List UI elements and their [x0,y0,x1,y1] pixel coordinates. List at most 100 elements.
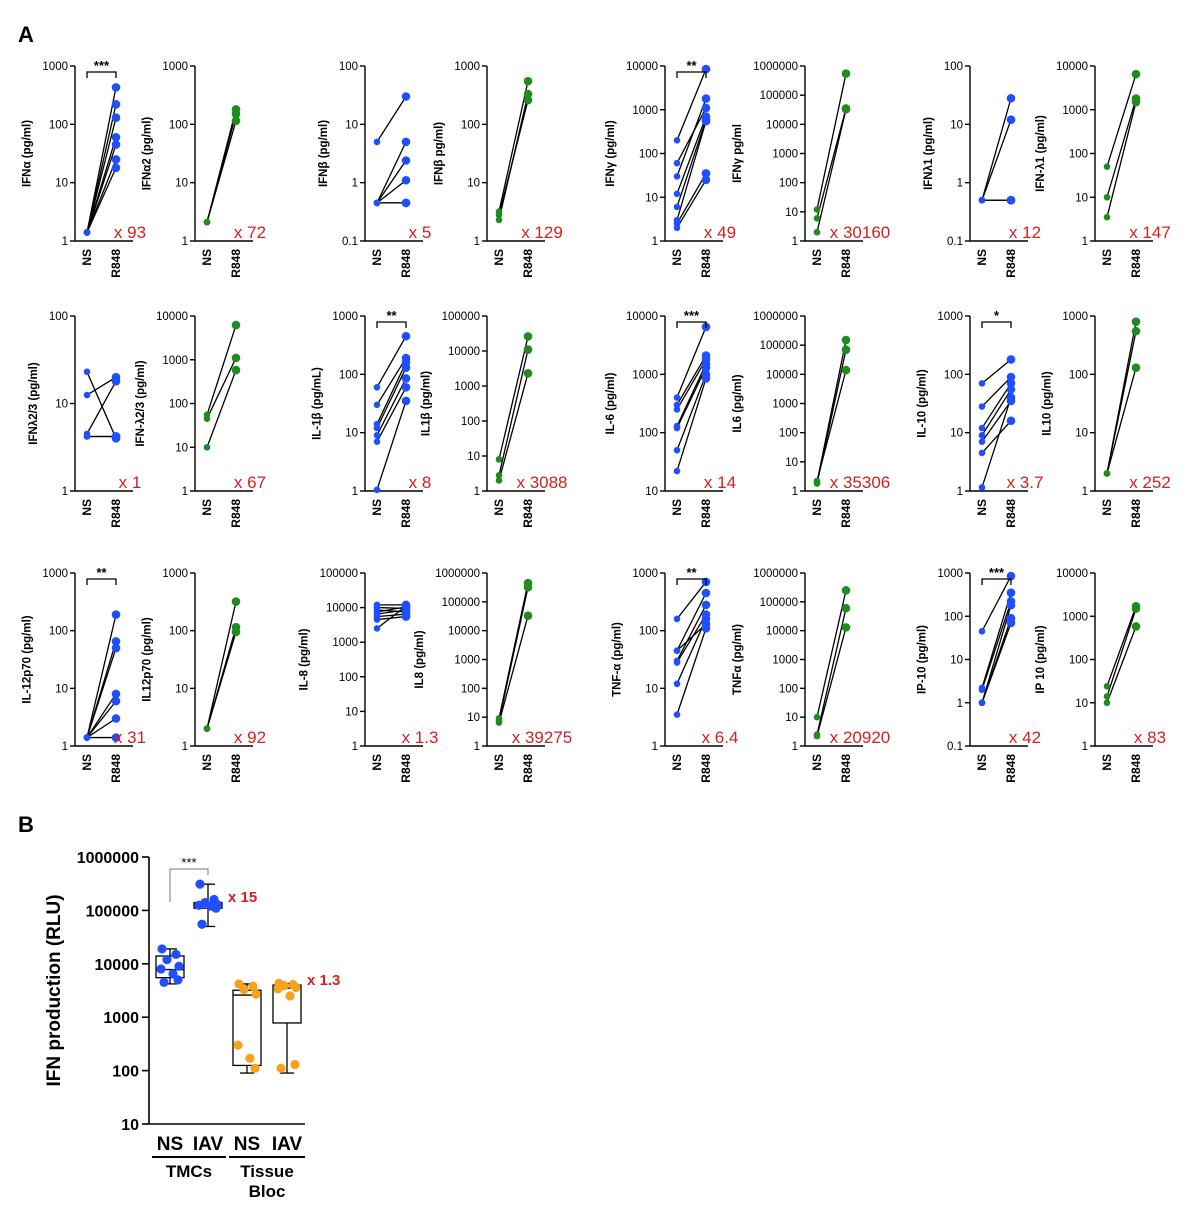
r848-point [401,156,411,165]
y-tick-label: 10000 [1056,568,1088,580]
y-tick-label: 10 [55,178,68,190]
ns-point [813,215,821,222]
small-multiple-chart-8: 1 10 100 1000 10000 IFN-λ1 (pg/ml) NS R848 x 147 [1035,61,1171,278]
r848-point [111,155,121,164]
significance-bracket [676,578,707,585]
x-category-label: R848 [1129,499,1143,528]
ns-point [373,625,381,632]
ns-point [495,211,503,219]
pair-line [86,717,117,739]
small-multiple-chart-15: 1 10 100 1000 IL-10 (pg/ml) NS R848 x 3.7 * [917,308,1044,528]
y-tick-label: 1000000 [753,568,798,580]
pair-line [981,119,1012,201]
data-point [162,954,172,965]
significance-label: *** [94,58,110,73]
pair-line [981,605,1012,703]
r848-point [111,432,121,441]
pair-line [498,336,529,460]
y-axis-label: IL6 (pg/ml) [732,374,744,432]
pair-line [1106,606,1137,687]
r848-point [111,113,121,122]
r848-point [1006,571,1016,581]
ns-point [673,159,681,167]
x-category-label: R848 [521,499,535,528]
ns-point [1103,693,1111,700]
y-axis-label: IL-6 (pg/ml) [605,372,617,434]
y-tick-label: 1 [652,741,658,753]
y-tick-label: 100 [1069,655,1088,667]
y-axis-label: TNFα (pg/ml) [732,624,744,695]
y-axis-label: IFNβ pg/ml) [434,122,446,185]
y-tick-label: 0.1 [947,741,963,753]
ns-point [373,401,381,409]
r848-point [1131,604,1141,613]
y-tick-label: 10 [785,207,798,219]
ns-point [673,467,681,475]
y-tick-label: 100000 [760,597,798,609]
pair-line [981,420,1012,454]
r848-point [1131,97,1141,107]
y-tick-label: 100 [944,61,963,73]
ns-point [673,203,681,211]
pair-line [376,179,407,204]
y-tick-label: 10 [345,119,358,131]
ns-point [83,391,91,399]
y-axis-label: IFNλ2/3 (pg/ml) [28,362,40,445]
r848-point [841,365,851,375]
y-tick-label: 10 [950,119,963,131]
y-tick-label: 1000 [1062,611,1088,623]
pair-line [376,335,407,388]
y-tick-label: 1 [957,486,963,498]
pair-line [376,606,407,613]
ns-point [673,190,681,198]
x-category-label: NS [1100,499,1114,516]
y-tick-label: 10 [175,178,188,190]
y-tick-label: 1000 [103,1010,139,1027]
pair-line [676,374,707,451]
r848-point [401,331,411,341]
data-point [157,944,167,954]
x-category-label: NS [1100,754,1114,771]
ns-point [495,477,503,484]
x-category-label: NS [370,754,384,771]
ns-point [1103,683,1111,690]
r848-point [1131,69,1141,79]
r848-point [111,714,121,723]
y-tick-label: 10 [175,442,188,454]
y-tick-label: 10 [1075,192,1088,204]
y-tick-label: 1000 [454,61,480,73]
y-tick-label: 10 [1075,428,1088,440]
ns-point [673,424,681,432]
data-point [194,900,204,910]
x-category-label: NS [810,754,824,771]
pair-line [816,109,847,233]
r848-point [1006,372,1016,382]
ns-point [978,424,986,432]
y-tick-label: 100 [779,428,798,440]
small-multiple-chart-6: 1 10 100 1000 10000 100000 1000000 IFNγ pg/ml NS… [732,61,890,278]
x-category-label: R848 [521,754,535,783]
pair-line [1106,331,1137,474]
ns-point [813,713,821,721]
x-category-label: R848 [109,249,123,278]
significance-label: * [994,308,1000,323]
pair-line [206,324,237,416]
y-tick-label: 1 [182,486,188,498]
fold-change-label: x 1.3 [307,972,340,989]
x-category-label: R848 [229,499,243,528]
ns-point [673,173,681,180]
y-tick-label: 100 [49,626,68,638]
pair-line [676,107,707,164]
r848-point [523,95,533,105]
x-category-label: R848 [839,249,853,278]
r848-point [1131,326,1141,336]
pair-line [86,376,117,396]
r848-point [231,365,241,375]
x-category-label: NS [810,249,824,266]
ns-point [203,443,211,451]
pair-line [981,575,1012,632]
pair-line [816,627,847,737]
small-multiple-chart-1: 1 10 100 1000 IFNα (pg/ml) NS R848 x 93 *** [22,58,146,278]
pair-line [498,99,529,216]
